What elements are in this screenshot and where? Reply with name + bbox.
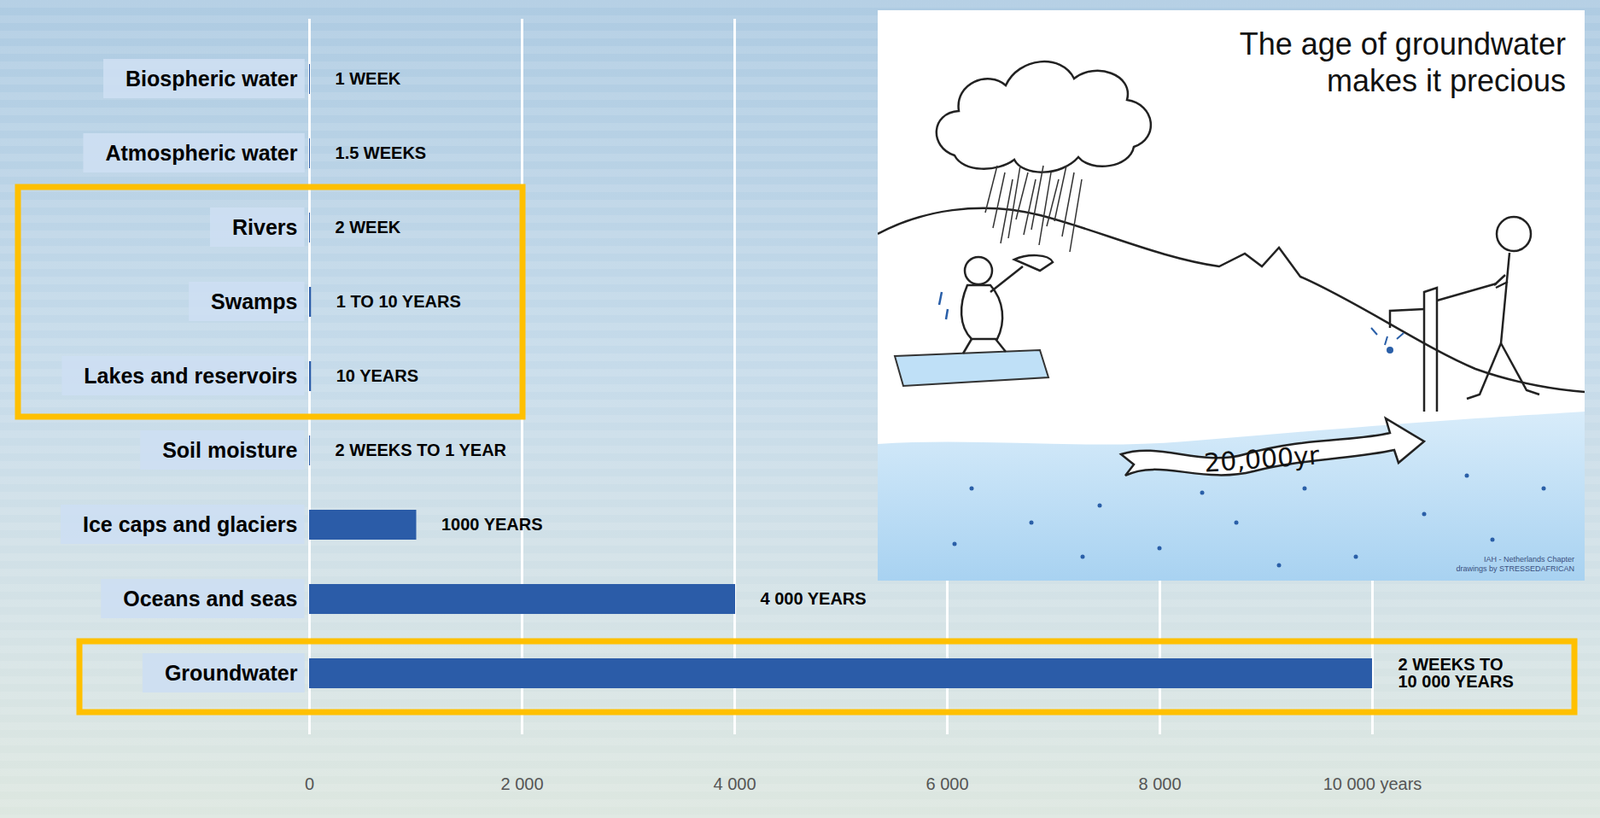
svg-text:6 000: 6 000: [925, 774, 969, 794]
svg-text:Soil moisture: Soil moisture: [162, 437, 298, 462]
svg-text:10 000 years: 10 000 years: [1323, 774, 1423, 794]
svg-text:1.5 WEEKS: 1.5 WEEKS: [335, 143, 427, 163]
svg-text:1 WEEK: 1 WEEK: [335, 69, 402, 88]
svg-text:2 000: 2 000: [500, 774, 544, 794]
svg-text:0: 0: [304, 774, 315, 794]
svg-text:Groundwater: Groundwater: [164, 660, 298, 685]
svg-text:Ice caps and glaciers: Ice caps and glaciers: [82, 512, 298, 537]
html-text:The age of groundwater makes i: The age of groundwater makes it precious: [1239, 26, 1566, 99]
svg-text:20,000yr: 20,000yr: [1202, 439, 1321, 478]
svg-text:Biospheric water: Biospheric water: [125, 66, 298, 91]
svg-text:2 WEEKS TO10 000 YEARS: 2 WEEKS TO10 000 YEARS: [1398, 654, 1514, 691]
svg-text:1 TO 10 YEARS: 1 TO 10 YEARS: [336, 291, 462, 311]
svg-text:Oceans and seas: Oceans and seas: [122, 586, 298, 611]
svg-text:2 WEEKS TO 1 YEAR: 2 WEEKS TO 1 YEAR: [335, 440, 508, 460]
svg-text:4 000 YEARS: 4 000 YEARS: [760, 589, 867, 608]
svg-text:Rivers: Rivers: [232, 215, 298, 240]
svg-text:2 WEEK: 2 WEEK: [335, 217, 402, 237]
svg-text:Lakes and reservoirs: Lakes and reservoirs: [83, 363, 298, 388]
svg-text:Swamps: Swamps: [210, 289, 298, 314]
svg-text:IAH - Netherlands Chapter: IAH - Netherlands Chapter: [1483, 554, 1575, 564]
svg-text:4 000: 4 000: [712, 774, 756, 794]
svg-text:drawings by STRESSEDAFRICAN: drawings by STRESSEDAFRICAN: [1455, 564, 1575, 573]
svg-text:1000 YEARS: 1000 YEARS: [441, 514, 544, 534]
svg-text:10 YEARS: 10 YEARS: [336, 366, 419, 386]
svg-text:8 000: 8 000: [1138, 774, 1181, 794]
svg-text:Atmospheric water: Atmospheric water: [105, 140, 298, 165]
